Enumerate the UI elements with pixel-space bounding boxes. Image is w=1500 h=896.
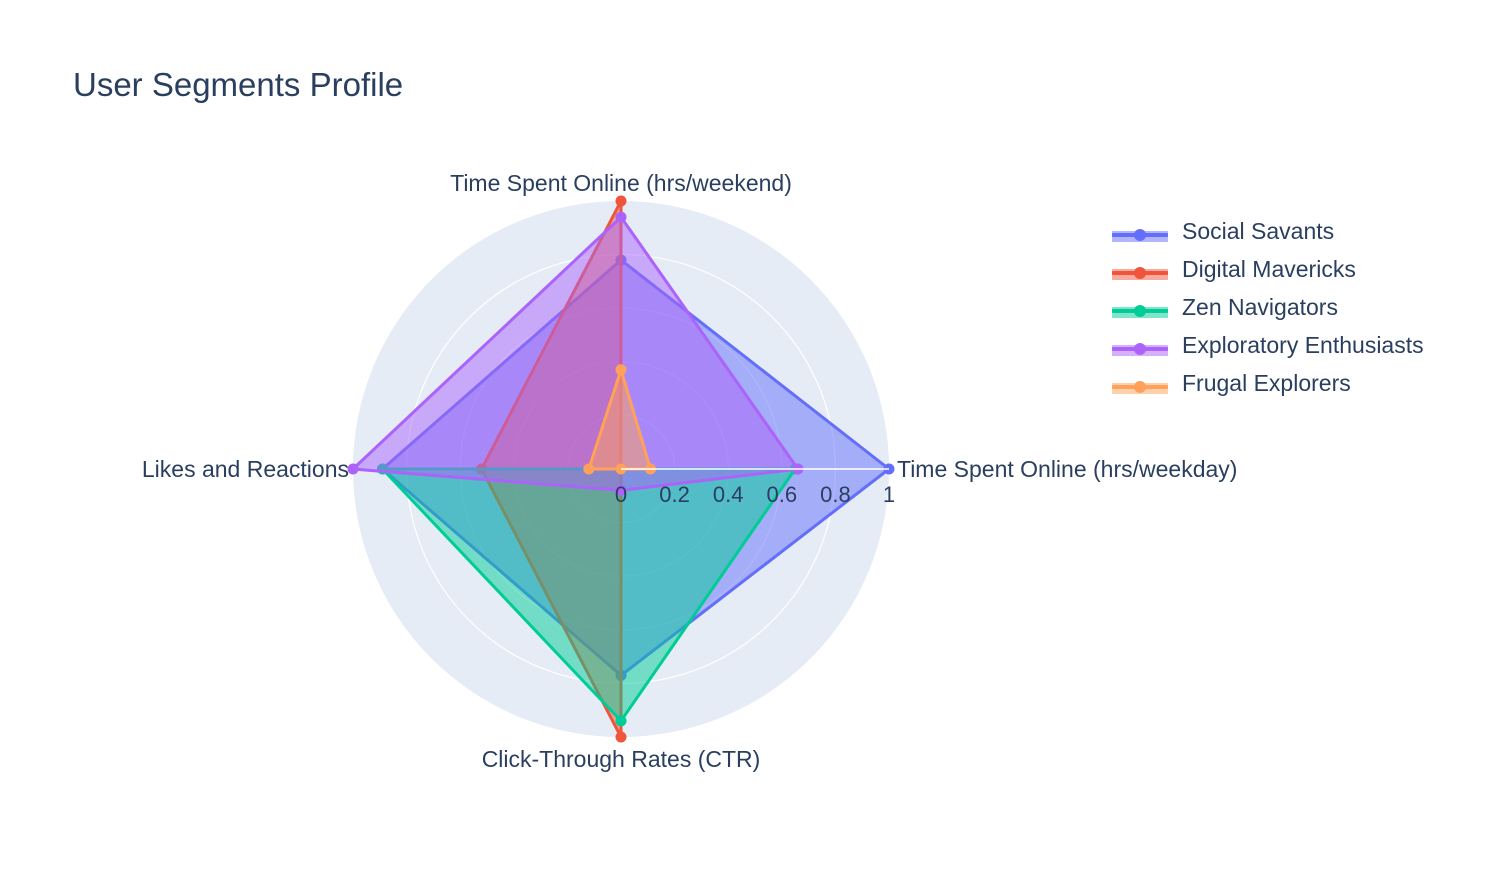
- radial-tick-label: 0.6: [767, 482, 798, 507]
- data-point[interactable]: [615, 195, 627, 207]
- radial-tick-label: 0.8: [820, 482, 851, 507]
- legend-label: Digital Mavericks: [1182, 255, 1356, 282]
- legend-swatch: [1110, 219, 1170, 243]
- radial-tick-label: 0: [615, 482, 627, 507]
- angular-axis-label: Click-Through Rates (CTR): [482, 746, 761, 772]
- radial-tick-label: 0.2: [659, 482, 690, 507]
- radial-tick-label: 0.4: [713, 482, 744, 507]
- legend-label: Exploratory Enthusiasts: [1182, 331, 1424, 358]
- legend-item[interactable]: Zen Navigators: [1110, 288, 1424, 326]
- angular-axis-label: Time Spent Online (hrs/weekday): [897, 456, 1237, 482]
- radial-tick-label: 1: [883, 482, 895, 507]
- legend-item[interactable]: Exploratory Enthusiasts: [1110, 326, 1424, 364]
- angular-axis-label: Time Spent Online (hrs/weekend): [450, 170, 792, 196]
- data-point[interactable]: [583, 463, 595, 475]
- data-point[interactable]: [615, 484, 627, 496]
- data-point[interactable]: [615, 731, 627, 743]
- legend-item[interactable]: Digital Mavericks: [1110, 250, 1424, 288]
- legend-swatch: [1110, 371, 1170, 395]
- series-trace[interactable]: [347, 211, 804, 496]
- legend-label: Frugal Explorers: [1182, 369, 1351, 396]
- legend-item[interactable]: Frugal Explorers: [1110, 364, 1424, 402]
- data-point[interactable]: [615, 364, 627, 376]
- data-point[interactable]: [615, 211, 627, 223]
- legend: Social Savants Digital Mavericks Zen Navig…: [1110, 212, 1424, 402]
- legend-item[interactable]: Social Savants: [1110, 212, 1424, 250]
- legend-label: Social Savants: [1182, 217, 1335, 244]
- legend-label: Zen Navigators: [1182, 293, 1338, 320]
- legend-swatch: [1110, 333, 1170, 357]
- data-point[interactable]: [347, 463, 359, 475]
- angular-axis-label: Likes and Reactions: [142, 456, 349, 482]
- data-point[interactable]: [615, 715, 627, 727]
- chart-title: User Segments Profile: [73, 66, 404, 103]
- legend-swatch: [1110, 257, 1170, 281]
- series-traces: [347, 195, 895, 743]
- legend-swatch: [1110, 295, 1170, 319]
